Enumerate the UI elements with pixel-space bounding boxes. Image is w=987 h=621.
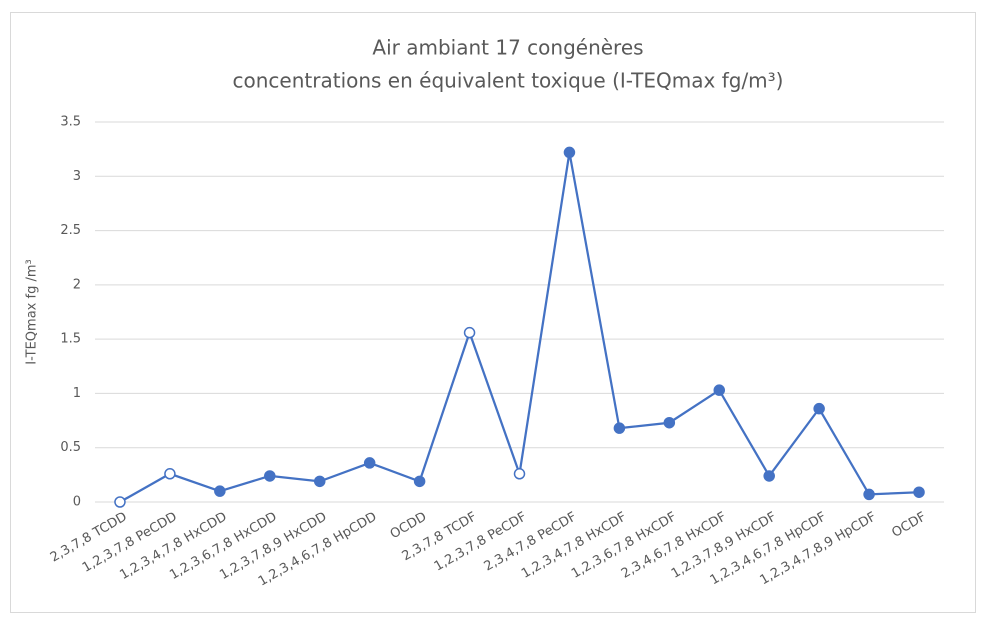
y-tick-label: 2	[73, 277, 81, 292]
y-tick-label: 1.5	[60, 332, 81, 347]
data-point	[164, 468, 176, 480]
chart-title: Air ambiant 17 congénères	[372, 36, 643, 60]
data-point	[813, 402, 825, 415]
data-point	[763, 470, 775, 482]
data-point	[863, 488, 875, 501]
y-tick-label: 2.5	[60, 223, 81, 238]
data-point	[713, 384, 726, 396]
y-tick-label: 1	[73, 386, 81, 401]
data-point	[214, 485, 226, 497]
data-point	[463, 326, 476, 339]
data-point	[663, 416, 676, 429]
data-point	[513, 468, 526, 480]
data-point	[264, 470, 276, 482]
data-point	[613, 422, 626, 434]
y-tick-label: 3.5	[60, 115, 81, 130]
y-tick-label: 0.5	[60, 440, 81, 455]
data-point	[313, 475, 326, 488]
data-point	[114, 496, 126, 508]
y-axis-label: I-TEQmax fg /m³	[25, 259, 40, 364]
y-tick-label: 0	[73, 495, 81, 510]
y-tick-label: 3	[73, 169, 81, 184]
data-point	[413, 475, 426, 488]
data-point	[563, 146, 576, 159]
data-point	[913, 486, 925, 498]
data-point	[363, 457, 376, 469]
chart-frame	[10, 12, 976, 613]
chart-title: concentrations en équivalent toxique (I-…	[233, 69, 784, 93]
